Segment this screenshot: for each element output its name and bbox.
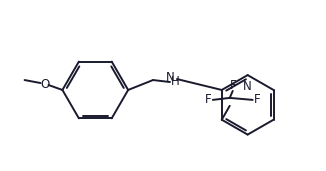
Text: N: N — [166, 71, 174, 84]
Text: O: O — [40, 77, 49, 90]
Text: N: N — [243, 80, 252, 93]
Text: F: F — [230, 80, 236, 93]
Text: F: F — [254, 93, 261, 106]
Text: F: F — [204, 93, 211, 106]
Text: H: H — [170, 75, 179, 88]
